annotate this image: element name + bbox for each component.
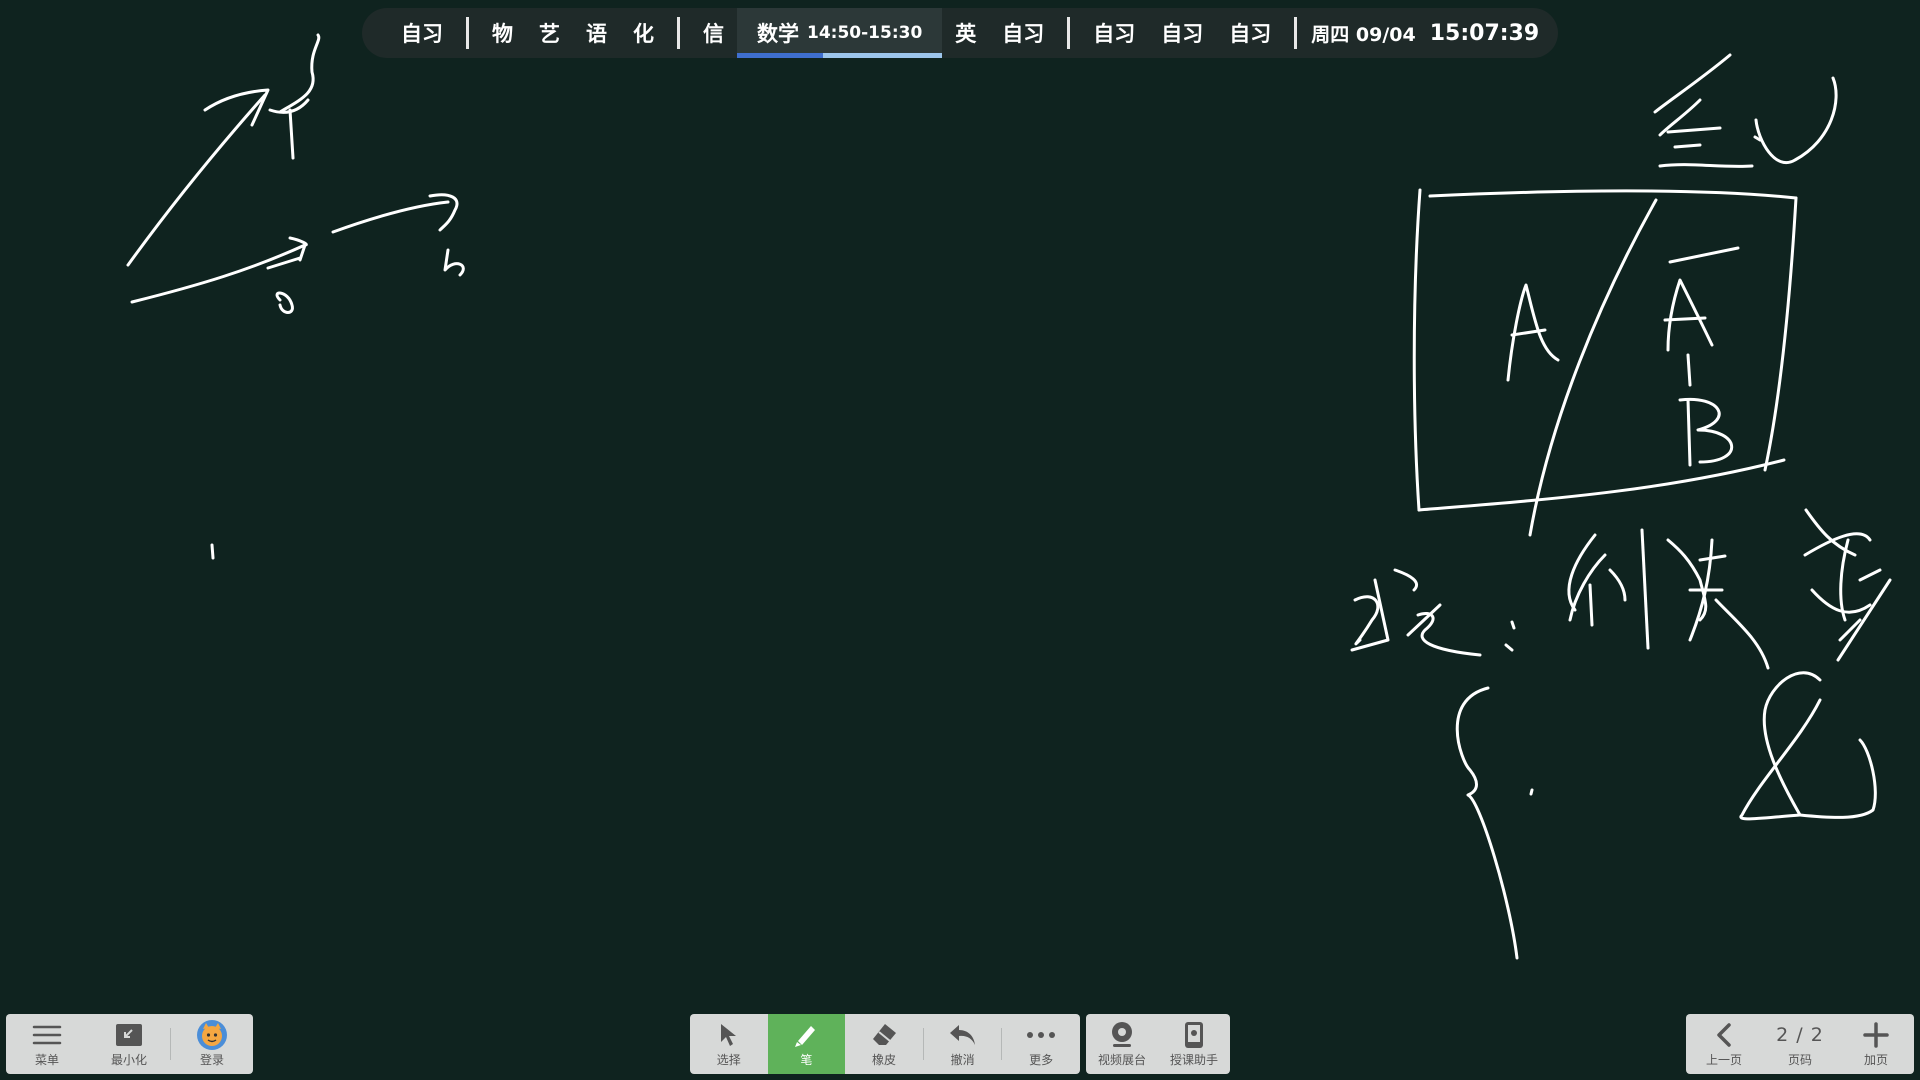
schedule-item: 自习 xyxy=(1229,22,1272,46)
add-page-button[interactable]: 加页 xyxy=(1838,1014,1914,1074)
page-toolbar: 上一页 2 / 2 页码 加页 xyxy=(1686,1014,1914,1074)
login-label: 登录 xyxy=(199,1053,224,1067)
current-class-time: 14:50-15:30 xyxy=(807,23,923,43)
class-progress-fill xyxy=(737,53,824,58)
toolbar-divider xyxy=(922,1028,924,1060)
chevron-left-icon xyxy=(1714,1020,1734,1050)
avatar-icon xyxy=(196,1020,228,1050)
teaching-assistant-button[interactable]: 授课助手 xyxy=(1158,1014,1230,1074)
select-tool-button[interactable]: 选择 xyxy=(690,1014,768,1074)
eraser-tool-button[interactable]: 橡皮 xyxy=(845,1014,923,1074)
undo-label: 撤消 xyxy=(950,1053,975,1067)
undo-button[interactable]: 撤消 xyxy=(924,1014,1002,1074)
toolbar-divider xyxy=(1001,1028,1003,1060)
ink-complement-diagram xyxy=(1412,53,1838,537)
more-dots-icon xyxy=(1026,1020,1056,1050)
video-booth-button[interactable]: 视频展台 xyxy=(1086,1014,1158,1074)
toolbar-divider xyxy=(170,1028,171,1060)
eraser-icon xyxy=(870,1020,898,1050)
cursor-icon xyxy=(718,1020,740,1050)
drawing-toolbar: 选择 笔 橡皮 撤消 更多 xyxy=(690,1014,1080,1074)
video-booth-label: 视频展台 xyxy=(1097,1053,1146,1067)
page-indicator: 2 / 2 xyxy=(1776,1024,1824,1046)
pen-tool-button[interactable]: 笔 xyxy=(767,1014,846,1074)
class-schedule-bar: 自习 物 艺 语 化 信 数学 14:50-15:30 英 自习 自习 自习 自… xyxy=(362,8,1558,58)
login-button[interactable]: 登录 xyxy=(171,1014,253,1074)
schedule-divider xyxy=(677,17,680,49)
schedule-item: 语 xyxy=(586,22,607,46)
schedule-item: 自习 xyxy=(1002,22,1045,46)
class-progress-bar xyxy=(737,53,943,58)
ink-brace xyxy=(1455,686,1534,960)
minimize-button[interactable]: 最小化 xyxy=(88,1014,170,1074)
schedule-date: 周四 09/04 xyxy=(1311,23,1416,46)
ink-ampersand xyxy=(1739,671,1877,821)
minimize-label: 最小化 xyxy=(110,1053,147,1067)
plus-icon xyxy=(1863,1020,1889,1050)
add-page-label: 加页 xyxy=(1863,1053,1888,1067)
schedule-item: 自习 xyxy=(1093,22,1136,46)
prev-page-label: 上一页 xyxy=(1705,1053,1742,1067)
menu-label: 菜单 xyxy=(34,1053,59,1067)
schedule-divider xyxy=(1294,17,1298,49)
more-label: 更多 xyxy=(1029,1053,1054,1067)
page-indicator-label: 页码 xyxy=(1787,1053,1812,1067)
schedule-divider xyxy=(466,17,469,49)
ink-vectors-sketch xyxy=(126,33,465,560)
menu-icon xyxy=(32,1020,62,1050)
schedule-item: 化 xyxy=(633,22,654,46)
schedule-item: 自习 xyxy=(1161,22,1204,46)
teaching-tools-toolbar: 视频展台 授课助手 xyxy=(1086,1014,1230,1074)
current-class: 数学 14:50-15:30 xyxy=(737,8,943,58)
whiteboard-canvas[interactable] xyxy=(0,0,1920,1000)
camera-icon xyxy=(1109,1020,1135,1050)
page-indicator-button[interactable]: 2 / 2 页码 xyxy=(1762,1014,1838,1074)
eraser-tool-label: 橡皮 xyxy=(871,1053,896,1067)
more-button[interactable]: 更多 xyxy=(1002,1014,1080,1074)
left-toolbar: 菜单 最小化 登录 xyxy=(6,1014,253,1074)
schedule-divider xyxy=(1067,17,1071,49)
pen-tool-label: 笔 xyxy=(800,1053,813,1067)
minimize-icon xyxy=(115,1020,143,1050)
select-tool-label: 选择 xyxy=(716,1053,741,1067)
ink-complement-note xyxy=(1350,508,1892,670)
schedule-item: 自习 xyxy=(401,22,443,46)
schedule-item: 英 xyxy=(955,22,977,46)
prev-page-button[interactable]: 上一页 xyxy=(1686,1014,1762,1074)
teaching-assistant-label: 授课助手 xyxy=(1169,1053,1218,1067)
menu-button[interactable]: 菜单 xyxy=(6,1014,88,1074)
pen-icon xyxy=(792,1020,820,1050)
schedule-clock: 15:07:39 xyxy=(1429,20,1540,46)
current-class-subject: 数学 xyxy=(757,22,799,46)
phone-icon xyxy=(1183,1020,1205,1050)
schedule-item: 物 xyxy=(492,22,513,46)
schedule-item: 艺 xyxy=(539,22,560,46)
undo-icon xyxy=(948,1020,978,1050)
schedule-item: 信 xyxy=(703,22,724,46)
